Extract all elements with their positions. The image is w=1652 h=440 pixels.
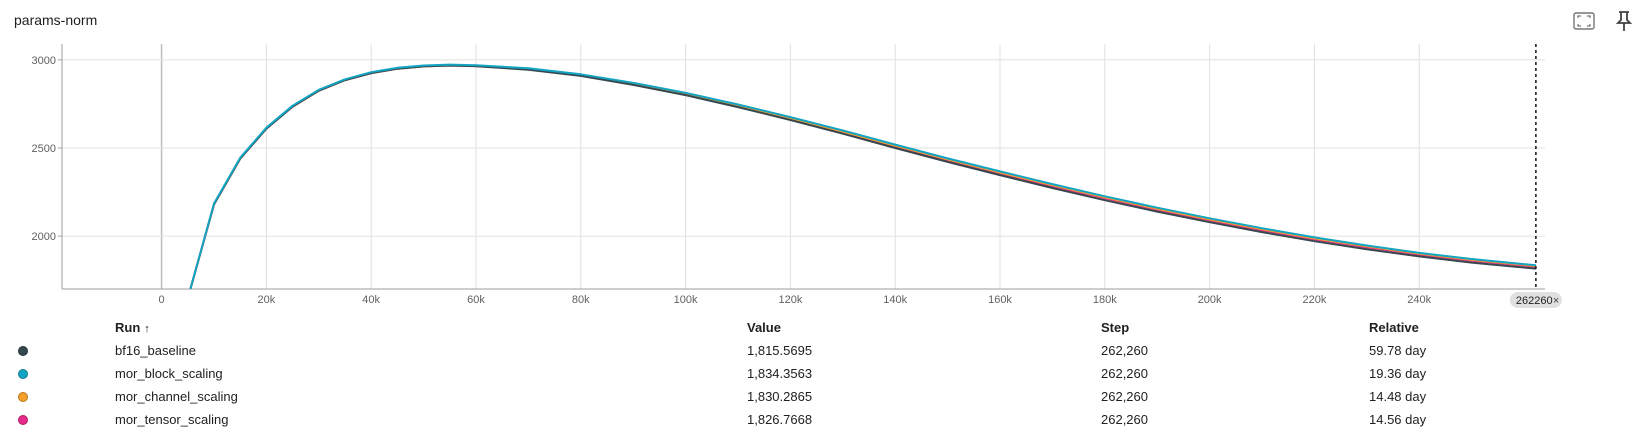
x-tick-label: 140k [883, 294, 907, 306]
x-tick-label: 160k [988, 294, 1012, 306]
header-run[interactable]: Run ↑ [115, 320, 150, 335]
cursor-chip-bg [1509, 292, 1562, 308]
y-tick-label: 3000 [32, 55, 56, 67]
x-tick-label: 100k [674, 294, 698, 306]
table-row: bf16_baseline 1,815.5695 262,260 59.78 d… [0, 339, 1652, 362]
header-step[interactable]: Step [1101, 320, 1130, 335]
x-tick-label: 200k [1198, 294, 1222, 306]
pin-button[interactable] [1612, 9, 1636, 33]
x-tick-label: 120k [778, 294, 802, 306]
run-step: 262,260 [1101, 389, 1148, 404]
x-tick-label: 0 [159, 294, 165, 306]
x-tick-label: 240k [1407, 294, 1431, 306]
series-line-mor_tensor_scaling [189, 64, 1536, 289]
run-color-dot [18, 369, 28, 379]
chart-grid [62, 44, 1545, 289]
header-relative[interactable]: Relative [1369, 320, 1419, 335]
sort-arrow-icon: ↑ [144, 323, 150, 335]
run-step: 262,260 [1101, 412, 1148, 427]
series-line-mor_block_scaling [189, 63, 1536, 289]
fullscreen-button[interactable] [1572, 9, 1596, 33]
run-step: 262,260 [1101, 343, 1148, 358]
x-tick-label: 180k [1093, 294, 1117, 306]
header-value[interactable]: Value [747, 320, 781, 335]
series-line-mor_channel_scaling [189, 64, 1536, 289]
cursor-step-label: 262260 [1516, 295, 1553, 307]
run-name: mor_tensor_scaling [115, 412, 229, 427]
close-icon: × [1553, 295, 1559, 307]
x-tick-label: 220k [1302, 294, 1326, 306]
run-value: 1,830.2865 [747, 389, 813, 404]
series-line-bf16_baseline [189, 64, 1536, 289]
run-relative: 59.78 day [1369, 343, 1427, 358]
run-name: mor_channel_scaling [115, 389, 238, 404]
run-step: 262,260 [1101, 366, 1148, 381]
chart-series [189, 63, 1536, 289]
step-cursor: 262260 × [1509, 44, 1562, 308]
x-tick-label: 60k [467, 294, 485, 306]
table-header: Run ↑ Value Step Relative [0, 316, 1652, 339]
y-tick-label: 2000 [32, 231, 56, 243]
fullscreen-icon [1573, 12, 1595, 30]
run-color-dot [18, 392, 28, 402]
run-name: mor_block_scaling [115, 366, 223, 381]
x-tick-label: 80k [572, 294, 590, 306]
pin-icon [1615, 11, 1633, 31]
run-relative: 14.48 day [1369, 389, 1427, 404]
run-value: 1,834.3563 [747, 366, 813, 381]
runs-table: Run ↑ Value Step Relative bf16_baseline 1… [0, 316, 1652, 431]
table-row: mor_tensor_scaling 1,826.7668 262,260 14… [0, 408, 1652, 431]
run-relative: 14.56 day [1369, 412, 1427, 427]
table-row: mor_block_scaling 1,834.3563 262,260 19.… [0, 362, 1652, 385]
x-tick-label: 40k [362, 294, 380, 306]
run-value: 1,826.7668 [747, 412, 813, 427]
run-color-dot [18, 346, 28, 356]
chart-axes: 0 20k 40k 60k 80k 100k 120k 140k 160k 180k 200k 220… [32, 44, 1545, 306]
x-tick-label: 20k [257, 294, 275, 306]
line-chart[interactable]: 0 20k 40k 60k 80k 100k 120k 140k 160k 180k 200k 220… [0, 0, 1652, 310]
run-relative: 19.36 day [1369, 366, 1427, 381]
run-color-dot [18, 415, 28, 425]
table-row: mor_channel_scaling 1,830.2865 262,260 1… [0, 385, 1652, 408]
card-title: params-norm [14, 12, 98, 28]
run-value: 1,815.5695 [747, 343, 813, 358]
y-tick-label: 2500 [32, 143, 56, 155]
cursor-chip[interactable]: 262260 × [1509, 292, 1562, 308]
run-name: bf16_baseline [115, 343, 196, 358]
